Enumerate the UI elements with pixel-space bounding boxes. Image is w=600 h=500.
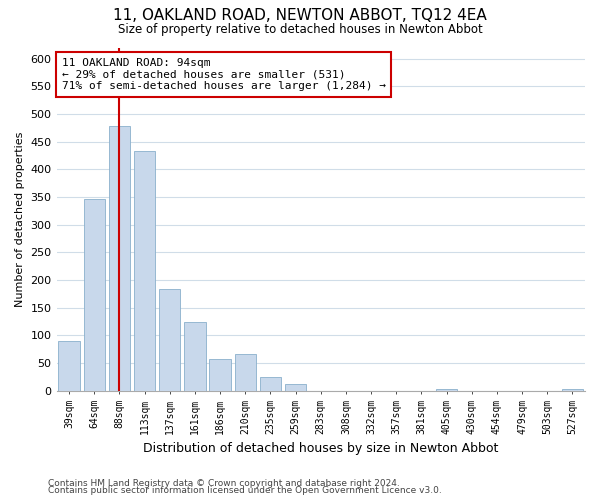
X-axis label: Distribution of detached houses by size in Newton Abbot: Distribution of detached houses by size … — [143, 442, 499, 455]
Text: Size of property relative to detached houses in Newton Abbot: Size of property relative to detached ho… — [118, 22, 482, 36]
Text: Contains HM Land Registry data © Crown copyright and database right 2024.: Contains HM Land Registry data © Crown c… — [48, 478, 400, 488]
Text: 11 OAKLAND ROAD: 94sqm
← 29% of detached houses are smaller (531)
71% of semi-de: 11 OAKLAND ROAD: 94sqm ← 29% of detached… — [62, 58, 386, 91]
Bar — [562, 389, 583, 391]
Bar — [83, 198, 105, 391]
Bar — [109, 126, 130, 391]
Bar — [159, 290, 181, 391]
Y-axis label: Number of detached properties: Number of detached properties — [15, 132, 25, 307]
Bar — [134, 151, 155, 391]
Bar — [436, 389, 457, 391]
Bar — [235, 354, 256, 391]
Bar — [260, 377, 281, 391]
Text: 11, OAKLAND ROAD, NEWTON ABBOT, TQ12 4EA: 11, OAKLAND ROAD, NEWTON ABBOT, TQ12 4EA — [113, 8, 487, 22]
Bar — [209, 359, 231, 391]
Bar — [184, 322, 206, 391]
Bar — [285, 384, 307, 391]
Text: Contains public sector information licensed under the Open Government Licence v3: Contains public sector information licen… — [48, 486, 442, 495]
Bar — [58, 341, 80, 391]
